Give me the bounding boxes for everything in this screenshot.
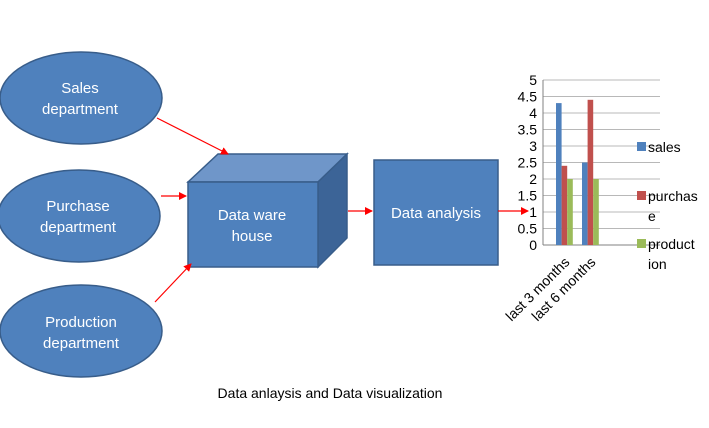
legend-label-production: ion	[648, 256, 667, 272]
sales-department-label-line1: Sales	[61, 80, 99, 97]
purchase-department-label-line2: department	[40, 219, 117, 236]
bar-sales-1	[582, 162, 588, 245]
warehouse-label-line1: Data ware	[218, 207, 286, 224]
data-warehouse-cube: Data ware house	[186, 152, 349, 269]
sales-department-label-line2: department	[42, 101, 119, 118]
legend-label-purchase: e	[648, 208, 656, 224]
legend-label-purchase: purchas	[648, 188, 698, 204]
legend-label-production: product	[648, 236, 695, 252]
y-tick-label: 3	[529, 138, 537, 154]
purchase-department-label-line1: Purchase	[46, 198, 109, 215]
bar-production-1	[593, 179, 599, 245]
chart-bars	[556, 99, 599, 245]
production-department-label-line1: Production	[45, 314, 117, 331]
production-department-node: Production department	[0, 284, 163, 378]
y-tick-label: 2	[529, 171, 537, 187]
y-tick-label: 4.5	[518, 89, 538, 105]
legend-swatch-purchase	[637, 191, 646, 200]
data-analysis-node: Data analysis	[373, 159, 499, 266]
arrow-production-to-warehouse	[154, 263, 192, 303]
diagram-caption: Data anlaysis and Data visualization	[217, 385, 443, 401]
chart-y-tick-labels: 00.511.522.533.544.55	[518, 72, 538, 253]
y-tick-label: 5	[529, 72, 537, 88]
y-tick-label: 3.5	[518, 122, 538, 138]
y-tick-label: 0	[529, 237, 537, 253]
purchase-department-node: Purchase department	[0, 169, 161, 263]
chart-legend: sales purchas e product ion	[637, 139, 698, 272]
bar-production-0	[567, 179, 573, 245]
arrow-sales-to-warehouse	[156, 117, 229, 155]
sales-department-node: Sales department	[0, 51, 163, 145]
legend-swatch-sales	[637, 142, 646, 151]
y-tick-label: 1	[529, 204, 537, 220]
bar-purchase-0	[561, 165, 568, 245]
y-tick-label: 1.5	[518, 188, 538, 204]
y-tick-label: 4	[529, 105, 537, 121]
y-tick-label: 2.5	[518, 155, 538, 171]
bar-sales-0	[556, 103, 562, 245]
legend-label-sales: sales	[648, 139, 681, 155]
legend-swatch-production	[637, 239, 646, 248]
data-analysis-label: Data analysis	[391, 205, 481, 222]
production-department-label-line2: department	[43, 335, 120, 352]
y-tick-label: 0.5	[518, 221, 538, 237]
bar-chart: 00.511.522.533.544.55 last 3 monthslast …	[502, 72, 697, 324]
bar-purchase-1	[587, 99, 594, 245]
cube-front-face	[187, 181, 319, 268]
warehouse-label-line2: house	[232, 228, 273, 245]
